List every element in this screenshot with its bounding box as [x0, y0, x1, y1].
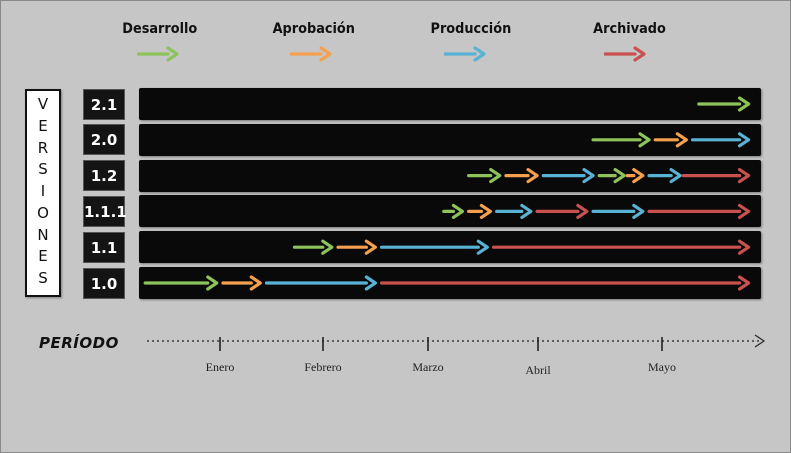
legend-arrow-desarrollo-icon — [137, 46, 179, 62]
month-label: Abril — [525, 363, 551, 377]
phase-arrow-archivado — [681, 168, 751, 184]
versions-letter: R — [37, 138, 49, 157]
versions-letter: V — [37, 95, 49, 113]
phase-arrow-produccion — [264, 275, 377, 291]
month-label: Febrero — [304, 360, 342, 374]
phase-arrow-produccion — [379, 239, 489, 255]
phase-arrow-archivado — [535, 203, 589, 219]
versions-letter: S — [38, 269, 48, 288]
versions-letter: E — [38, 116, 48, 135]
version-timeline-bar — [139, 88, 761, 120]
phase-arrow-aprobacion — [467, 203, 493, 219]
phase-arrow-archivado — [647, 203, 751, 219]
version-label: 1.1 — [83, 231, 125, 263]
phase-arrow-desarrollo — [591, 132, 651, 148]
phase-arrow-produccion — [541, 168, 595, 184]
phase-arrow-desarrollo — [442, 203, 465, 219]
phase-arrow-produccion — [690, 132, 751, 148]
timeline-arrowhead-icon — [754, 334, 766, 348]
phase-arrow-aprobacion — [221, 275, 262, 291]
phase-arrow-archivado — [491, 239, 751, 255]
legend-label-produccion: Producción — [430, 21, 512, 37]
version-label: 1.0 — [83, 267, 125, 299]
legend-arrow-archivado-icon — [604, 46, 646, 62]
versions-letter: I — [40, 182, 46, 201]
phase-arrow-aprobacion — [336, 239, 377, 255]
legend-label-archivado: Archivado — [593, 21, 666, 37]
phase-arrow-desarrollo — [597, 168, 626, 184]
versions-letter: S — [38, 160, 48, 179]
phase-arrow-aprobacion — [504, 168, 539, 184]
legend-label-desarrollo: Desarrollo — [122, 21, 198, 37]
version-label: 1.1.1 — [83, 195, 127, 227]
phase-arrow-desarrollo — [697, 96, 751, 112]
month-label: Enero — [205, 360, 235, 374]
phase-arrow-aprobacion — [653, 132, 688, 148]
legend-label-aprobacion: Aprobación — [272, 21, 355, 37]
legend-arrow-produccion-icon — [444, 46, 486, 62]
month-label: Mayo — [648, 360, 676, 374]
version-label: 2.1 — [83, 88, 125, 120]
version-label: 2.0 — [83, 124, 125, 156]
month-label: Marzo — [412, 360, 444, 374]
phase-arrow-archivado — [379, 275, 751, 291]
phase-arrow-produccion — [591, 203, 645, 219]
versions-letter: E — [38, 247, 48, 266]
version-label: 1.2 — [83, 160, 125, 192]
phase-arrow-produccion — [647, 168, 682, 184]
versions-letter: O — [37, 203, 49, 222]
phase-arrow-aprobacion — [625, 168, 645, 184]
phase-arrow-produccion — [495, 203, 533, 219]
versions-letter: N — [37, 225, 49, 244]
period-label: PERÍODO — [39, 334, 119, 352]
phase-arrow-desarrollo — [292, 239, 334, 255]
phase-arrow-desarrollo — [143, 275, 219, 291]
phase-arrow-desarrollo — [467, 168, 502, 184]
legend-arrow-aprobacion-icon — [290, 46, 332, 62]
